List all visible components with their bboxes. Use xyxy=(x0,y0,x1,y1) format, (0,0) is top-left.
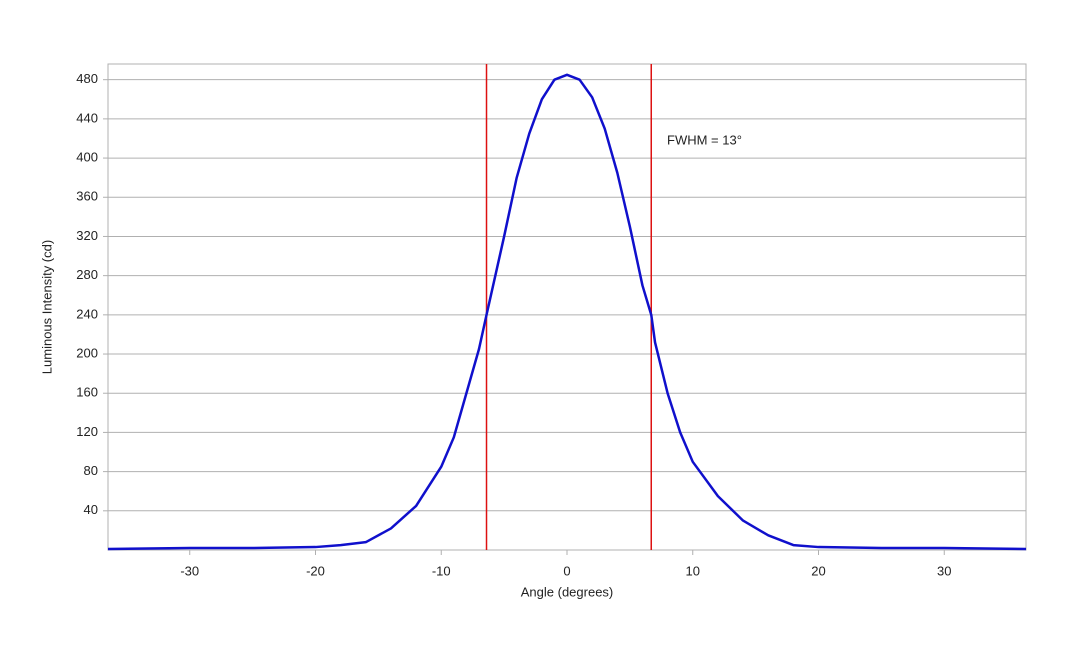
x-tick-label: -10 xyxy=(432,563,451,578)
x-tick-label: -20 xyxy=(306,563,325,578)
y-tick-label: 240 xyxy=(76,306,98,321)
annotation: FWHM = 13° xyxy=(667,132,742,147)
y-tick-label: 320 xyxy=(76,228,98,243)
x-tick-label: 0 xyxy=(563,563,570,578)
x-tick-label: 20 xyxy=(811,563,825,578)
y-tick-label: 440 xyxy=(76,110,98,125)
x-tick-label: -30 xyxy=(180,563,199,578)
y-tick-label: 160 xyxy=(76,385,98,400)
data-line xyxy=(107,73,1027,551)
y-tick-label: 400 xyxy=(76,150,98,165)
x-axis-label: Angle (degrees) xyxy=(521,584,614,599)
y-tick-label: 280 xyxy=(76,267,98,282)
y-tick-label: 120 xyxy=(76,424,98,439)
y-tick-label: 200 xyxy=(76,345,98,360)
plot-frame xyxy=(107,63,1027,551)
x-tick-label: 10 xyxy=(686,563,700,578)
y-axis-label: Luminous Intensity (cd) xyxy=(39,240,54,374)
x-tick-label: 30 xyxy=(937,563,951,578)
y-tick-label: 480 xyxy=(76,71,98,86)
y-tick-label: 40 xyxy=(84,502,98,517)
y-tick-label: 360 xyxy=(76,189,98,204)
y-tick-label: 80 xyxy=(84,463,98,478)
